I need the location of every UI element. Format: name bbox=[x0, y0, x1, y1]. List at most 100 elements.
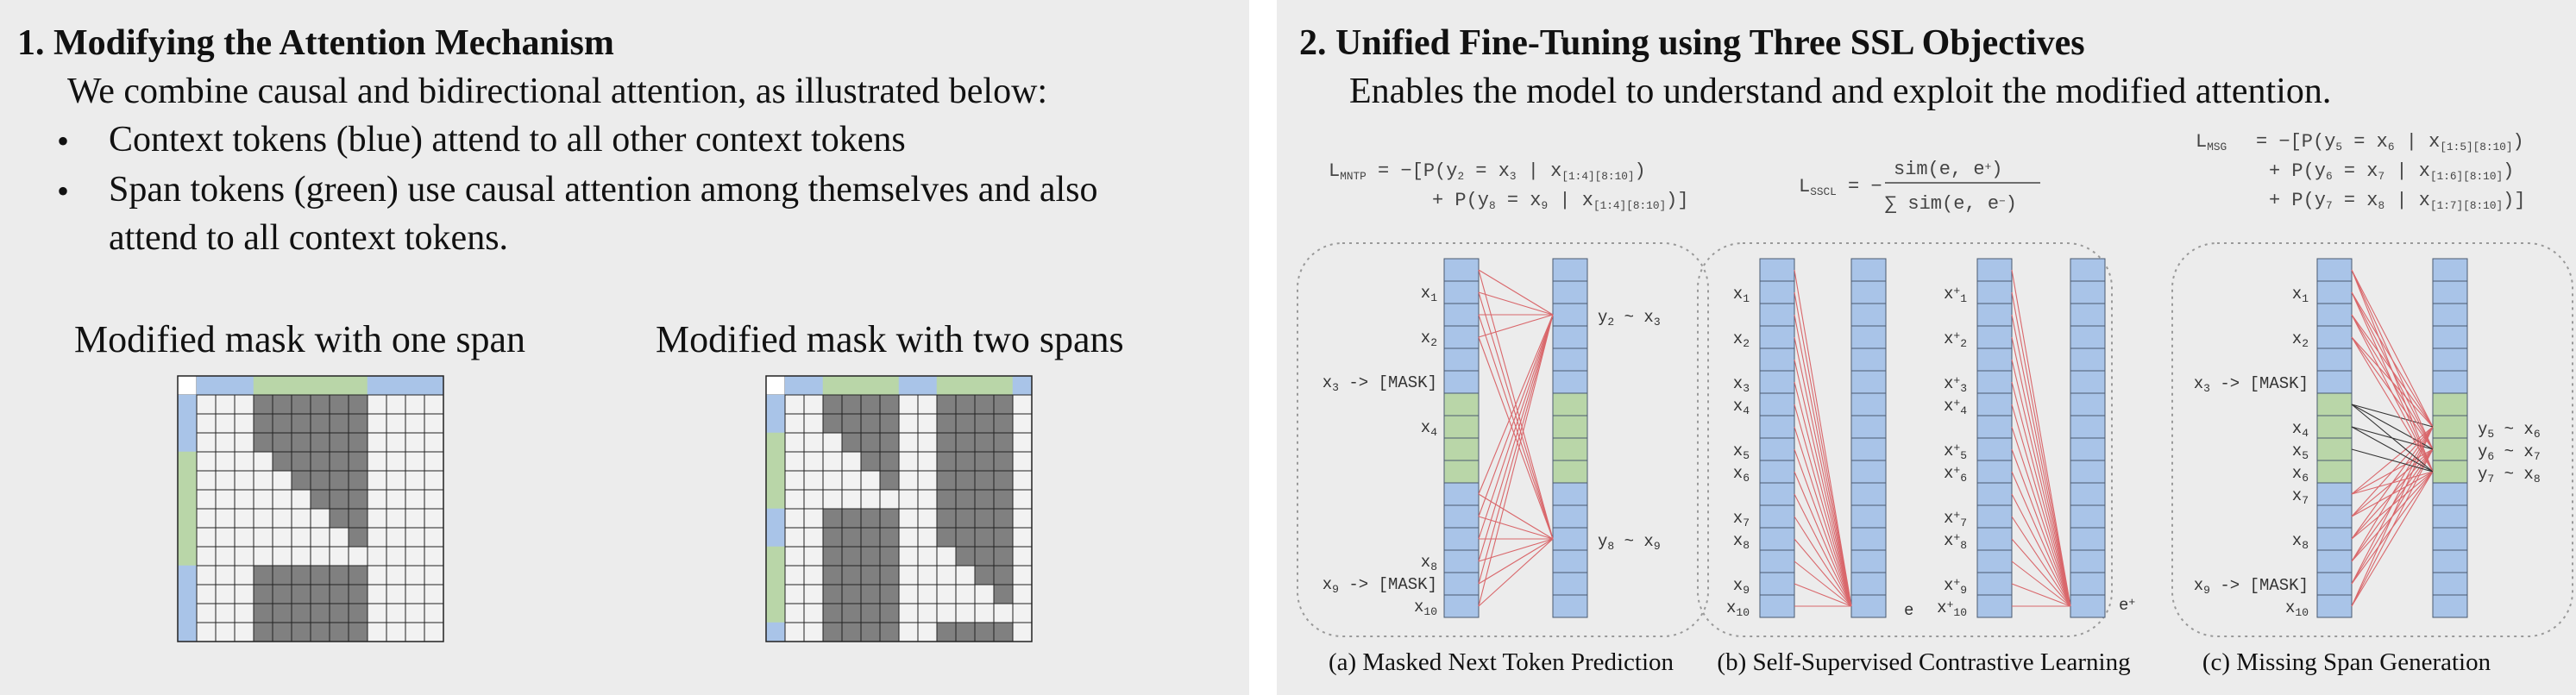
mask-cell bbox=[1012, 432, 1033, 453]
mask-cell bbox=[860, 451, 881, 472]
label-sub: 9 bbox=[1960, 584, 1967, 597]
mask-cell bbox=[822, 584, 843, 604]
label-sub: 9 bbox=[1332, 583, 1339, 596]
mask-cell bbox=[386, 451, 406, 472]
label-sup: + bbox=[1953, 441, 1960, 454]
label-part: 5 bbox=[2487, 428, 2494, 441]
mask-cell bbox=[898, 489, 919, 510]
mask-cell bbox=[215, 394, 236, 415]
label-sub: 6 bbox=[1743, 472, 1750, 485]
msg-output-cell bbox=[2432, 437, 2468, 461]
mask-cell bbox=[822, 489, 843, 510]
mask-cell bbox=[841, 508, 862, 529]
mask-cell bbox=[310, 603, 330, 623]
sscl-right-edge bbox=[2011, 404, 2071, 607]
mask-cell bbox=[841, 470, 862, 491]
mask-cell bbox=[955, 622, 976, 642]
mask-cell bbox=[879, 508, 900, 529]
formula-msg-line: = −[P(y5 = x6 | x[1:5][8:10]) bbox=[2256, 131, 2524, 153]
mask-cell bbox=[860, 470, 881, 491]
mask-cell bbox=[253, 489, 273, 510]
mask-cell bbox=[936, 584, 957, 604]
formula-part: | x bbox=[1517, 160, 1562, 182]
formula-part: − bbox=[1999, 195, 2006, 208]
mask-header-cell bbox=[367, 375, 387, 396]
mask-cell bbox=[1012, 394, 1033, 415]
sscl-left-output-cell bbox=[1850, 370, 1887, 394]
mask-cell bbox=[860, 546, 881, 567]
mask-cell bbox=[291, 394, 311, 415]
label-base: x bbox=[1944, 374, 1953, 393]
mask-cell bbox=[898, 508, 919, 529]
sscl-left-output-cell bbox=[1850, 549, 1887, 573]
formula-part: 9 bbox=[1541, 199, 1548, 212]
mask-header-cell bbox=[898, 375, 919, 396]
formula-part: 7 bbox=[2378, 170, 2384, 183]
mask-cell bbox=[993, 508, 1014, 529]
mask-row-cell bbox=[765, 622, 786, 642]
mask-cell bbox=[253, 584, 273, 604]
mask-cell bbox=[974, 527, 995, 548]
mask-cell bbox=[196, 546, 217, 567]
label-part: 7 bbox=[2534, 450, 2541, 463]
mask-cell bbox=[879, 584, 900, 604]
mask-cell bbox=[424, 489, 444, 510]
mask-cell bbox=[329, 432, 349, 453]
mask-cell bbox=[367, 432, 387, 453]
mask-cell bbox=[841, 432, 862, 453]
mntp-input-cell bbox=[1443, 504, 1480, 529]
sscl-right-output-cell bbox=[2070, 504, 2106, 529]
mask-header-cell bbox=[841, 375, 862, 396]
mask-cell bbox=[234, 508, 254, 529]
mask-header-cell bbox=[803, 375, 824, 396]
msg-input-cell bbox=[2316, 572, 2353, 596]
mntp-output-cell bbox=[1552, 437, 1588, 461]
sscl-right-edge bbox=[2011, 493, 2071, 607]
label-sub: 3 bbox=[1332, 381, 1339, 394]
formula-part: [1:4][8:10] bbox=[1593, 199, 1666, 212]
sscl-right-edge bbox=[2011, 471, 2071, 607]
sscl-left-label: x2 bbox=[1733, 329, 1750, 350]
mask-cell bbox=[196, 489, 217, 510]
mask-cell bbox=[955, 470, 976, 491]
label-base: x bbox=[1733, 509, 1743, 528]
mask-cell bbox=[329, 489, 349, 510]
sscl-right-edge bbox=[2011, 269, 2071, 607]
sscl-right-output-cell bbox=[2070, 325, 2106, 349]
sscl-right-input-cell bbox=[1976, 549, 2013, 573]
mask-cell bbox=[822, 565, 843, 585]
mask-cell bbox=[936, 394, 957, 415]
mask-cell bbox=[917, 489, 938, 510]
msg-edge-context bbox=[2351, 448, 2434, 495]
mntp-input-cell bbox=[1443, 348, 1480, 372]
mask-cell bbox=[291, 527, 311, 548]
label-base: x bbox=[1944, 329, 1953, 348]
label-part: y bbox=[1598, 308, 1607, 327]
mntp-output-cell bbox=[1552, 280, 1588, 304]
msg-input-cell bbox=[2316, 415, 2353, 439]
mask-cell bbox=[234, 394, 254, 415]
mask-cell bbox=[424, 527, 444, 548]
sscl-left-input-cell bbox=[1759, 504, 1795, 529]
sscl-right-edge bbox=[2011, 314, 2071, 607]
mask-cell bbox=[936, 546, 957, 567]
mask-cell bbox=[310, 622, 330, 642]
mask-cell bbox=[860, 603, 881, 623]
msg-input-cell bbox=[2316, 325, 2353, 349]
mask-cell bbox=[196, 432, 217, 453]
sscl-right-input-cell bbox=[1976, 392, 2013, 416]
formula-part: + bbox=[1985, 160, 1992, 173]
sscl-left-edge bbox=[1794, 583, 1852, 607]
mask-cell bbox=[348, 470, 368, 491]
msg-edge-context bbox=[2351, 471, 2434, 495]
mask-corner bbox=[177, 375, 198, 396]
msg-input-label: x8 bbox=[2292, 531, 2309, 552]
sscl-right-label: x+3 bbox=[1944, 374, 1967, 395]
mask-cell bbox=[196, 394, 217, 415]
mask-cell bbox=[974, 432, 995, 453]
mask-cell bbox=[936, 413, 957, 434]
formula-sscl-denominator: ∑ sim(e, e−) bbox=[1885, 193, 2017, 215]
mask-cell bbox=[405, 413, 425, 434]
sscl-left-input-cell bbox=[1759, 527, 1795, 551]
